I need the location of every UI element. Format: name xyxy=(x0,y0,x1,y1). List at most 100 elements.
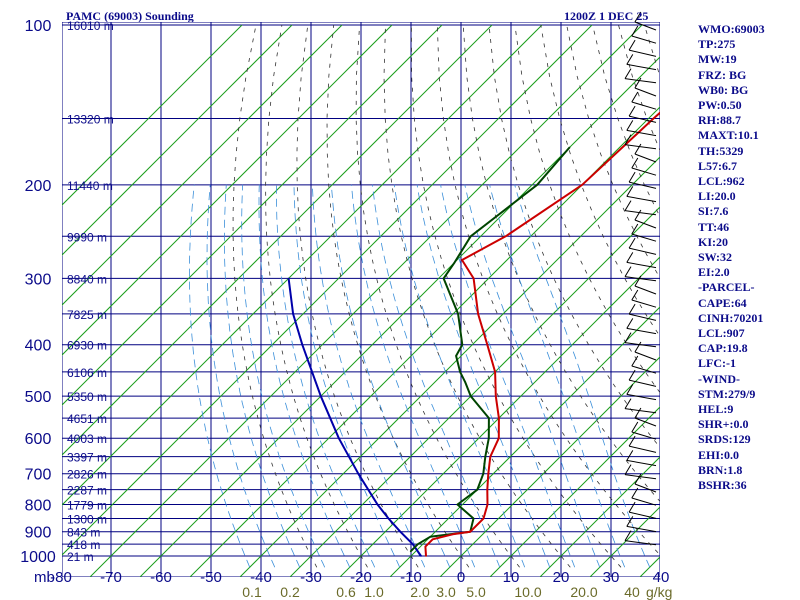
temperature-trace-point xyxy=(431,538,434,541)
pressure-tick-label: 600 xyxy=(25,431,52,448)
dry-adiabat xyxy=(462,24,660,503)
sounding-index-item: KI:20 xyxy=(698,234,728,249)
background-grid xyxy=(62,22,660,577)
dewpoint-trace-point xyxy=(476,488,479,491)
wind-barb-flag xyxy=(624,464,632,475)
wind-barb-flag xyxy=(631,487,639,499)
temperature-tick-label: 30 xyxy=(603,569,620,586)
temperature-tick-label: 0 xyxy=(457,569,465,586)
sounding-index-item: TT:46 xyxy=(698,219,730,234)
wind-barb xyxy=(631,35,657,44)
dewpoint-trace-point xyxy=(482,472,485,475)
wind-barb-flag xyxy=(628,105,636,117)
wind-barb-flag xyxy=(631,25,639,37)
wind-barb xyxy=(631,167,657,176)
isotherm-ext xyxy=(539,555,562,577)
wind-barb-flag xyxy=(634,407,642,419)
sounding-index-item: CINH:70201 xyxy=(698,310,764,325)
wind-barb xyxy=(624,78,657,84)
temperature-trace-point xyxy=(498,417,500,419)
sounding-index-item: MAXT:10.1 xyxy=(698,128,759,143)
isotherm-ext xyxy=(89,555,112,577)
isotherm xyxy=(560,456,660,557)
dry-adiabat xyxy=(436,24,660,556)
wind-barb-flag xyxy=(628,369,636,381)
isotherm-ext xyxy=(439,555,462,577)
pressure-tick-label: 800 xyxy=(25,498,52,515)
wind-barb xyxy=(628,247,657,255)
isotherm xyxy=(310,206,660,557)
mixing-ratio-tick-label: 10.0 xyxy=(514,584,541,600)
wind-barb-flag xyxy=(634,209,642,221)
wind-barb xyxy=(624,408,657,414)
moist-adiabat xyxy=(241,184,326,568)
sounding-index-item: SRDS:129 xyxy=(698,432,751,447)
wind-barb xyxy=(631,233,657,242)
wind-barb xyxy=(626,129,657,137)
isotherm-ext xyxy=(589,555,612,577)
wind-barb-flag xyxy=(631,91,639,103)
dewpoint-trace xyxy=(409,146,571,553)
wind-barb xyxy=(626,63,657,71)
dewpoint-trace-point xyxy=(464,381,466,383)
wind-barb xyxy=(634,21,657,31)
sounding-index-item: -WIND- xyxy=(698,371,740,386)
isotherm-lines xyxy=(62,24,660,577)
pressure-tick-label: 300 xyxy=(25,271,52,288)
wind-barb xyxy=(628,181,657,189)
temperature-trace-point xyxy=(489,455,492,458)
sounding-index-item: HEL:9 xyxy=(698,402,734,417)
isotherm xyxy=(260,156,660,557)
dry-adiabat xyxy=(296,24,419,568)
sounding-series xyxy=(287,111,660,557)
isotherm xyxy=(62,24,293,256)
temperature-trace-point xyxy=(581,184,583,186)
isotherm xyxy=(62,24,393,356)
dewpoint-trace-point xyxy=(469,235,472,238)
wind-barb xyxy=(626,327,657,335)
temperature-trace-point xyxy=(451,533,454,536)
isotherm-ext xyxy=(389,555,412,577)
moist-adiabat xyxy=(311,184,426,568)
sounding-index-item: EI:2.0 xyxy=(698,265,730,280)
wind-barb-flag xyxy=(628,39,636,51)
parcel-trace-point xyxy=(399,530,402,533)
sounding-index-item: L57:6.7 xyxy=(698,158,737,173)
dewpoint-trace-point xyxy=(568,146,571,149)
dry-adiabat xyxy=(514,24,660,394)
temperature-tick-label: 10 xyxy=(503,569,520,586)
wind-barb xyxy=(626,525,657,533)
wind-barb-flag xyxy=(624,332,632,343)
sounding-index-item: -PARCEL- xyxy=(698,280,755,295)
pressure-tick-label: 400 xyxy=(25,338,52,355)
temperature-tick-label: 40 xyxy=(653,569,670,586)
height-tick-label: 6106 m xyxy=(67,366,107,380)
parcel-trace-point xyxy=(420,555,422,557)
wind-barb xyxy=(624,474,657,480)
mixing-ratio-tick-label: 1.0 xyxy=(364,584,384,600)
wind-barb xyxy=(628,313,657,321)
wind-barb xyxy=(634,87,657,97)
wind-barb-flag xyxy=(626,450,634,461)
isotherm xyxy=(62,24,493,456)
height-tick-label: 5350 m xyxy=(67,390,107,404)
wind-barb xyxy=(634,153,657,163)
wind-barb xyxy=(631,299,657,308)
pressure-unit-label: mb xyxy=(34,569,55,586)
mixing-ratio-tick-label: 20.0 xyxy=(570,584,597,600)
dewpoint-trace-point xyxy=(457,313,459,315)
moist-adiabat xyxy=(464,184,601,568)
temperature-trace-point xyxy=(494,371,496,373)
temperature-trace-point xyxy=(504,235,507,238)
wind-barb xyxy=(628,445,657,453)
wind-barb-flag xyxy=(634,143,642,155)
isotherm xyxy=(62,24,543,506)
mixing-ratio-tick-label: 0.2 xyxy=(280,584,300,600)
dewpoint-trace-point xyxy=(429,536,432,538)
wind-barb-flag xyxy=(631,289,639,301)
isotherm xyxy=(62,24,343,306)
pressure-tick-label: 100 xyxy=(25,18,52,35)
pressure-tick-label: 1000 xyxy=(20,549,56,566)
isotherm-ext xyxy=(139,555,162,577)
isotherm-ext xyxy=(189,555,212,577)
